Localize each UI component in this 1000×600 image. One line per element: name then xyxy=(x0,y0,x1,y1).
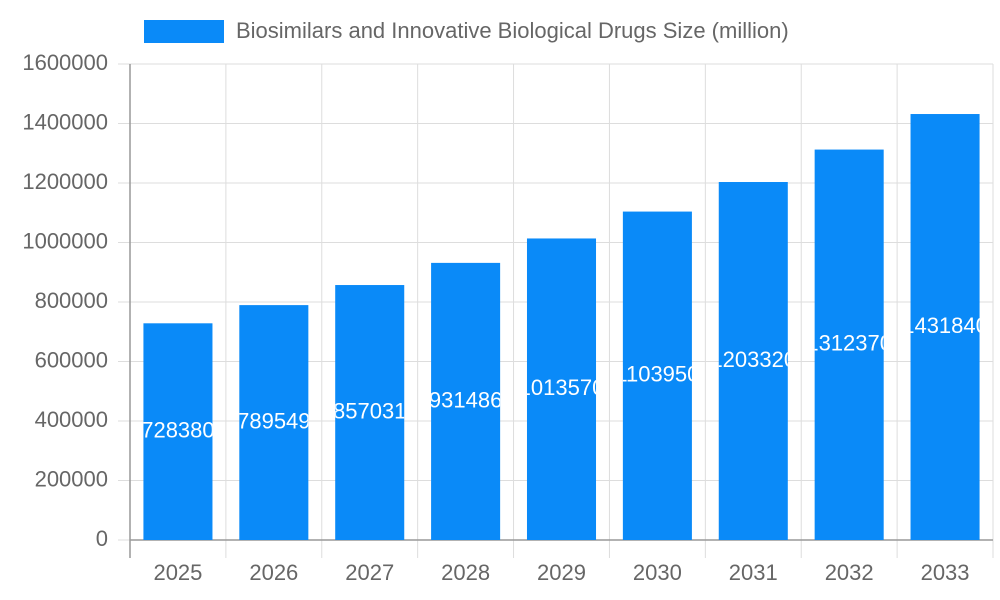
bar xyxy=(335,285,405,540)
x-tick-label: 2028 xyxy=(441,560,490,585)
y-tick-label: 1200000 xyxy=(22,169,108,194)
bar xyxy=(718,182,788,540)
value-label: 1203320 xyxy=(710,347,796,372)
x-tick-label: 2025 xyxy=(153,560,202,585)
x-tick-label: 2027 xyxy=(345,560,394,585)
bar xyxy=(526,238,597,540)
x-tick-label: 2033 xyxy=(921,560,970,585)
y-tick-label: 800000 xyxy=(35,288,108,313)
x-tick-label: 2031 xyxy=(729,560,778,585)
legend-label: Biosimilars and Innovative Biological Dr… xyxy=(236,18,789,43)
x-tick-label: 2026 xyxy=(249,560,298,585)
y-tick-label: 0 xyxy=(96,526,108,551)
x-tick-label: 2030 xyxy=(633,560,682,585)
y-tick-label: 1400000 xyxy=(22,109,108,134)
y-tick-label: 600000 xyxy=(35,347,108,372)
bar xyxy=(622,211,692,540)
legend-swatch xyxy=(144,20,224,43)
y-tick-label: 200000 xyxy=(35,466,108,491)
y-tick-label: 1600000 xyxy=(22,50,108,75)
value-label: 728380 xyxy=(141,417,214,442)
bar xyxy=(143,323,213,540)
value-label: 1013570 xyxy=(519,375,605,400)
value-label: 789549 xyxy=(237,408,310,433)
value-label: 1431840 xyxy=(902,313,988,338)
value-label: 1312370 xyxy=(806,331,892,356)
y-tick-label: 1000000 xyxy=(22,228,108,253)
y-tick-label: 400000 xyxy=(35,407,108,432)
value-label: 1103950 xyxy=(615,362,699,387)
bar xyxy=(910,114,980,541)
value-label: 931486 xyxy=(429,387,502,412)
x-tick-label: 2032 xyxy=(825,560,874,585)
x-tick-label: 2029 xyxy=(537,560,586,585)
bar xyxy=(814,149,884,540)
bar xyxy=(431,262,501,540)
value-label: 857031 xyxy=(333,398,406,423)
bar xyxy=(239,305,309,540)
